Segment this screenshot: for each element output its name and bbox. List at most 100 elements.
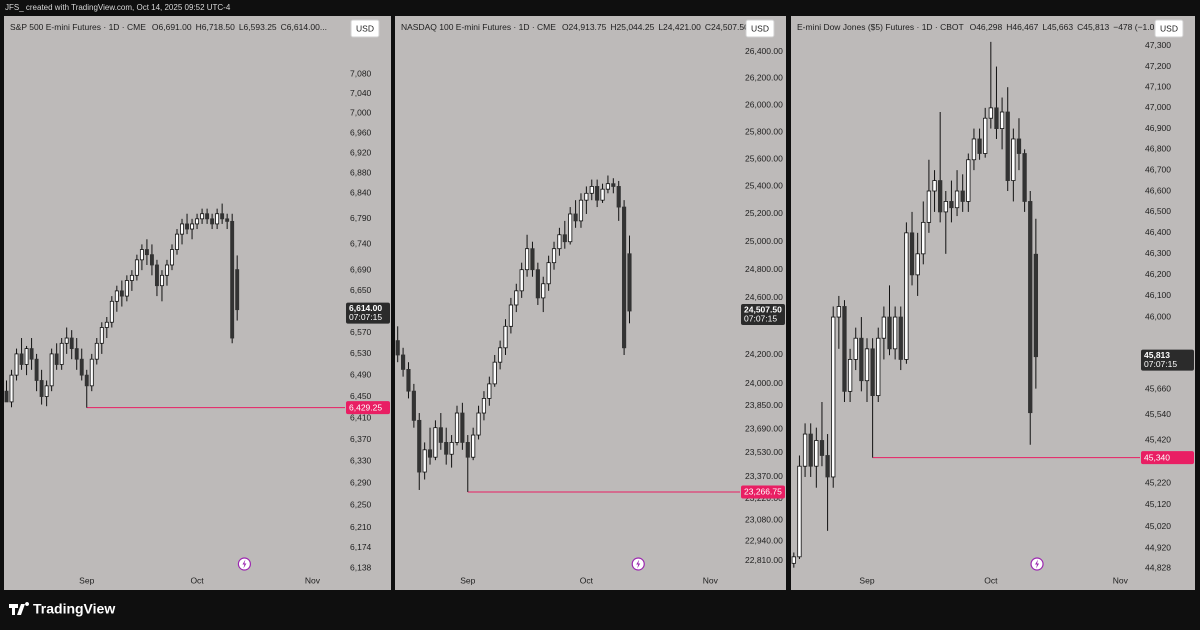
y-tick-label: 22,810.00 (745, 555, 783, 565)
y-tick-label: 47,200 (1145, 61, 1171, 71)
currency-button (350, 19, 380, 38)
candle-body (535, 269, 540, 299)
y-tick-label: 6,570 (350, 327, 372, 337)
x-tick-label: Oct (984, 575, 998, 585)
y-tick-label: 23,370.00 (745, 471, 783, 481)
candle-body (881, 316, 887, 339)
chart-panel: S&P 500 E-mini Futures · 1D · CME O6,691.… (4, 16, 391, 590)
candle-body (89, 358, 94, 387)
candle-body (44, 385, 49, 397)
y-tick-label: 23,080.00 (745, 514, 783, 524)
candle-body (79, 358, 84, 376)
y-tick-label: 46,900 (1145, 123, 1171, 133)
candle-body (1011, 138, 1016, 181)
candle-body (595, 186, 600, 201)
y-tick-label: 46,200 (1145, 269, 1171, 279)
y-tick-label: 46,500 (1145, 206, 1171, 216)
y-tick-label: 6,960 (350, 128, 372, 138)
candle-body (541, 283, 546, 299)
candle-body (114, 290, 119, 302)
candle-body (605, 183, 611, 190)
candle-body (200, 213, 205, 220)
y-tick-label: 25,800.00 (745, 126, 783, 136)
symbol-title: S&P 500 E-mini Futures · 1D · CME (10, 22, 146, 32)
y-tick-label: 6,410 (350, 412, 372, 422)
alert-bolt (1035, 559, 1040, 569)
candle-body (29, 348, 34, 360)
candle-body (876, 337, 881, 397)
ohlc-value: L45,663 (1042, 22, 1073, 32)
ohlc-value: C45,813 (1077, 22, 1109, 32)
y-tick-label: 46,600 (1145, 185, 1171, 195)
candle-body (422, 449, 427, 473)
brand-logo: TradingView (9, 601, 115, 617)
last-price-label: 6,614.00 (349, 303, 382, 313)
panel-background (4, 16, 391, 590)
candle-body (215, 213, 220, 225)
brand-name: TradingView (33, 601, 115, 617)
candle-body (492, 361, 497, 385)
candle-body (190, 223, 195, 230)
y-tick-label: 7,080 (350, 68, 372, 78)
y-tick-label: 6,790 (350, 213, 372, 223)
candle-body (99, 327, 104, 344)
candle-body (433, 427, 438, 458)
candle-body (831, 316, 836, 478)
y-tick-label: 47,000 (1145, 102, 1171, 112)
y-tick-label: 46,300 (1145, 248, 1171, 258)
candle-body (557, 234, 562, 250)
candle-body (1028, 201, 1033, 414)
candle-body (165, 264, 169, 276)
candle-body (235, 269, 240, 311)
currency-label: USD (356, 23, 374, 33)
candle-body (471, 434, 476, 458)
y-tick-label: 45,540 (1145, 409, 1171, 419)
y-tick-label: 22,940.00 (745, 535, 783, 545)
candle-body (584, 192, 589, 201)
candle-body (417, 419, 422, 473)
symbol-title: E-mini Dow Jones ($5) Futures · 1D · CBO… (797, 22, 964, 32)
x-tick-label: Nov (703, 575, 719, 585)
candle-body (498, 347, 503, 363)
x-tick-label: Sep (460, 575, 475, 585)
candle-body (149, 254, 154, 266)
candle-body (230, 220, 235, 339)
candle-body (460, 412, 465, 443)
candle-body (195, 218, 200, 225)
y-tick-label: 6,370 (350, 434, 372, 444)
candle-body (124, 280, 129, 297)
ohlc-value: L24,421.00 (658, 22, 701, 32)
candle-body (1005, 111, 1010, 181)
candle-body (904, 232, 909, 360)
y-tick-label: 24,800.00 (745, 264, 783, 274)
ohlc-value: C6,614.00... (281, 22, 327, 32)
candle-body (449, 442, 454, 455)
candle-body (954, 190, 960, 209)
y-tick-label: 25,200.00 (745, 208, 783, 218)
candle-body (864, 348, 870, 382)
y-tick-label: 6,490 (350, 369, 372, 379)
y-tick-label: 6,740 (350, 239, 372, 249)
level-tag (1141, 451, 1194, 465)
y-tick-label: 47,300 (1145, 40, 1171, 50)
candle-body (503, 325, 508, 349)
candle-body (519, 269, 524, 292)
candle-body (205, 213, 210, 220)
y-tick-label: 23,850.00 (745, 400, 783, 410)
y-tick-label: 45,660 (1145, 383, 1171, 393)
candle-body (74, 348, 79, 360)
candle-body (847, 359, 853, 392)
y-tick-label: 25,600.00 (745, 153, 783, 163)
candle-body (909, 232, 915, 276)
last-price-tag (1141, 349, 1194, 371)
candle-body (622, 206, 627, 349)
panel-background (791, 16, 1195, 590)
alert-bolt (636, 559, 641, 569)
candle-body (119, 290, 124, 297)
symbol-title: NASDAQ 100 E-mini Futures · 1D · CME (401, 22, 556, 32)
candle-body (481, 398, 487, 414)
candle-body (1022, 153, 1027, 202)
x-tick-label: Nov (1113, 575, 1129, 585)
y-tick-label: 23,690.00 (745, 423, 783, 433)
